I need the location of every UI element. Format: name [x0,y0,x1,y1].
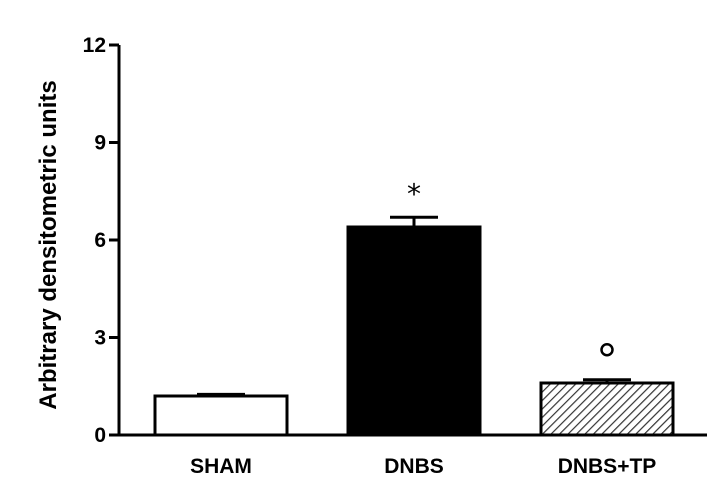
significance-marker: * [407,177,421,210]
y-tick-label: 3 [94,327,106,350]
y-tick-label: 9 [94,132,106,155]
y-tick-label: 12 [83,34,106,57]
y-tick-label: 0 [94,424,106,447]
bar-dnbs [346,225,482,437]
category-label: DNBS+TP [558,455,657,478]
labels: SHAM DNBS * DNBS+TP [190,177,656,478]
significance-marker [600,343,614,357]
category-label: SHAM [190,455,252,478]
bar-sham [153,394,289,437]
category-label: DNBS [384,455,444,478]
y-axis-label: Arbitrary densitometric units [35,80,62,409]
bar-dnbs-tp [539,381,675,437]
y-tick-label: 6 [94,229,106,252]
bars [153,215,675,437]
